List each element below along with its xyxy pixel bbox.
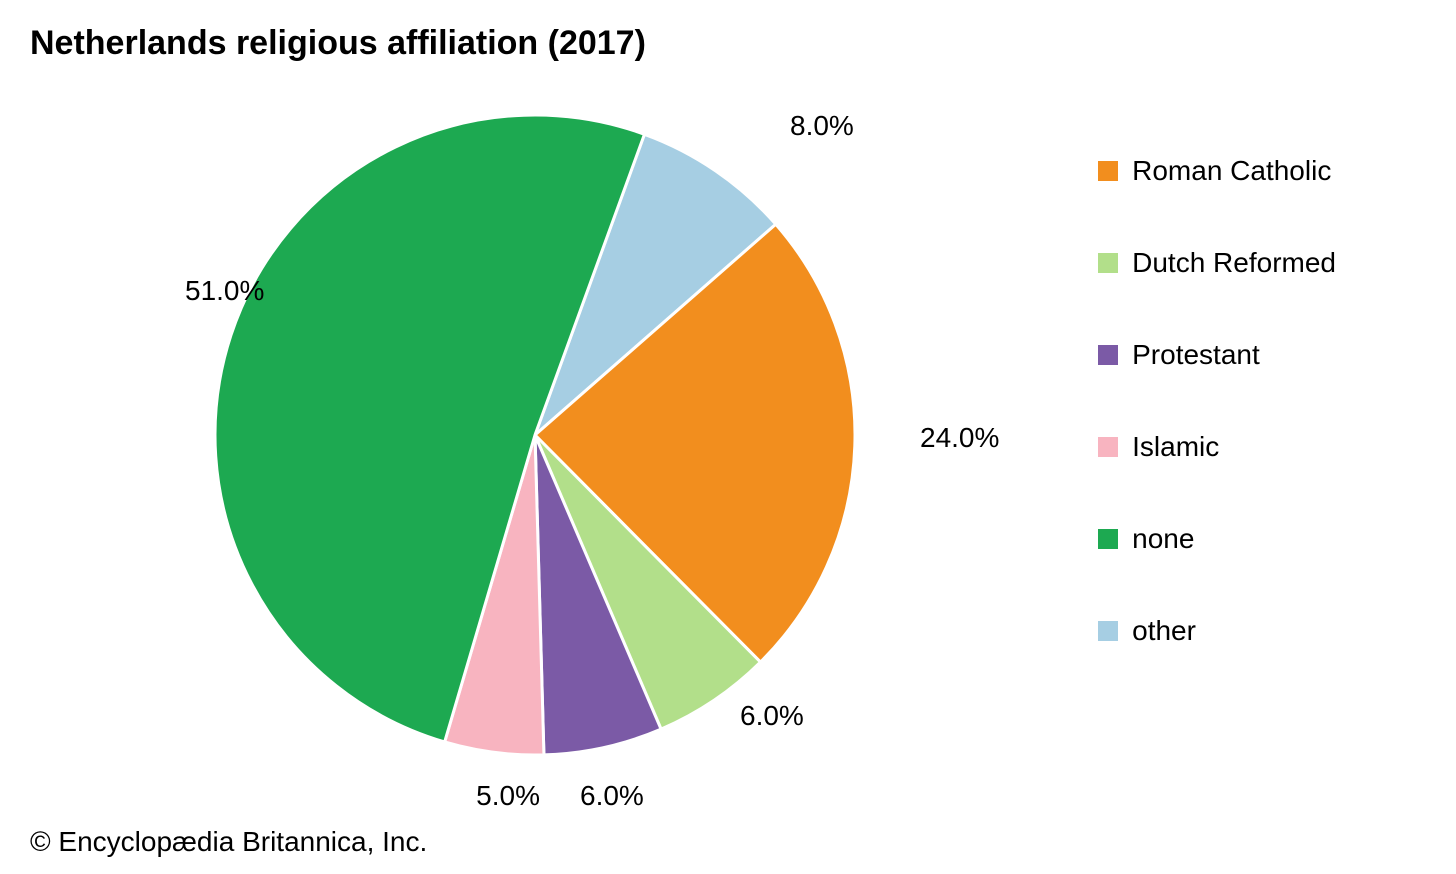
legend-item: Islamic xyxy=(1098,431,1336,463)
legend-label: Islamic xyxy=(1132,431,1219,463)
legend-label: other xyxy=(1132,615,1196,647)
legend-swatch xyxy=(1098,621,1118,641)
legend-swatch xyxy=(1098,437,1118,457)
legend-item: none xyxy=(1098,523,1336,555)
legend-item: other xyxy=(1098,615,1336,647)
legend-swatch xyxy=(1098,161,1118,181)
slice-label: 5.0% xyxy=(476,780,540,812)
legend-item: Roman Catholic xyxy=(1098,155,1336,187)
legend-label: none xyxy=(1132,523,1194,555)
slice-label: 51.0% xyxy=(185,275,264,307)
legend-item: Protestant xyxy=(1098,339,1336,371)
legend-item: Dutch Reformed xyxy=(1098,247,1336,279)
copyright-text: © Encyclopædia Britannica, Inc. xyxy=(30,826,427,858)
legend: Roman Catholic Dutch Reformed Protestant Is… xyxy=(1098,155,1336,707)
legend-swatch xyxy=(1098,529,1118,549)
chart-container: Netherlands religious affiliation (2017)… xyxy=(0,0,1456,874)
legend-label: Dutch Reformed xyxy=(1132,247,1336,279)
legend-label: Protestant xyxy=(1132,339,1260,371)
slice-label: 6.0% xyxy=(740,700,804,732)
legend-swatch xyxy=(1098,253,1118,273)
slice-label: 24.0% xyxy=(920,422,999,454)
slice-label: 6.0% xyxy=(580,780,644,812)
slice-label: 8.0% xyxy=(790,110,854,142)
legend-swatch xyxy=(1098,345,1118,365)
legend-label: Roman Catholic xyxy=(1132,155,1331,187)
